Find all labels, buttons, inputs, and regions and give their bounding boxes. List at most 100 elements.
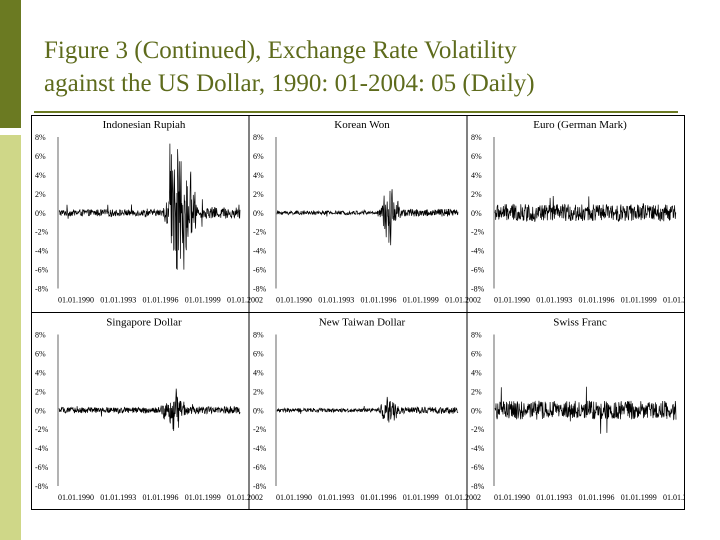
y-tick-label: 4% [471, 368, 482, 377]
y-tick-label: 0% [35, 406, 46, 415]
chart-title: Korean Won [334, 119, 390, 131]
x-tick-label: 01.01.1999 [403, 493, 439, 502]
y-tick-label: 0% [471, 209, 482, 218]
x-tick-label: 01.01.1993 [318, 493, 354, 502]
x-tick-label: 01.01.1996 [143, 296, 179, 305]
x-tick-label: 01.01.1999 [621, 296, 657, 305]
volatility-series-line [276, 189, 459, 246]
chart-panel-grid: Indonesian Rupiah 8% 6% 4% 2% 0% -2% -4% -6% -8% 0… [31, 115, 699, 510]
x-tick-label: 01.01.1999 [403, 296, 439, 305]
y-tick-label: -8% [253, 285, 267, 294]
x-tick-label: 01.01.1996 [143, 493, 179, 502]
y-tick-label: -4% [471, 444, 485, 453]
volatility-series-line [276, 396, 459, 423]
y-tick-label: 2% [471, 190, 482, 199]
y-tick-label: 8% [35, 133, 46, 142]
x-tick-label: 01.01.2002 [227, 296, 263, 305]
y-tick-label: -4% [253, 444, 267, 453]
y-tick-label: -6% [471, 266, 485, 275]
x-tick-label: 01.01.1999 [185, 296, 221, 305]
y-tick-label: -2% [471, 228, 485, 237]
y-tick-label: 2% [253, 387, 264, 396]
y-tick-label: -2% [35, 228, 49, 237]
x-tick-label: 01.01.2002 [227, 493, 263, 502]
y-tick-label: 6% [35, 349, 46, 358]
chart-panel: Singapore Dollar 8% 6% 4% 2% 0% -2% -4% -6% -8% 01… [35, 317, 263, 503]
y-tick-label: 2% [253, 190, 264, 199]
x-tick-label: 01.01.1996 [579, 296, 615, 305]
y-tick-label: -6% [35, 463, 49, 472]
x-tick-label: 01.01.1993 [100, 296, 136, 305]
title-underline [34, 111, 678, 113]
x-tick-label: 01.01.1999 [185, 493, 221, 502]
chart-panel: Indonesian Rupiah 8% 6% 4% 2% 0% -2% -4% -6% -8% 0… [35, 119, 263, 305]
y-tick-label: 6% [471, 152, 482, 161]
y-tick-label: -8% [471, 482, 485, 491]
accent-bar-marker [0, 128, 21, 135]
x-tick-label: 01.01.2002 [445, 296, 481, 305]
x-tick-label: 01.01.1990 [58, 493, 94, 502]
y-tick-label: 0% [35, 209, 46, 218]
x-tick-label: 01.01.1990 [494, 296, 530, 305]
y-tick-label: 2% [35, 190, 46, 199]
y-tick-label: 2% [35, 387, 46, 396]
chart-title: Singapore Dollar [106, 317, 182, 329]
x-tick-label: 01.01.1990 [494, 493, 530, 502]
x-tick-label: 01.01.1993 [536, 493, 572, 502]
y-tick-label: -6% [35, 266, 49, 275]
y-tick-label: -4% [471, 247, 485, 256]
y-tick-label: -4% [35, 444, 49, 453]
y-tick-label: -8% [471, 285, 485, 294]
x-tick-label: 01.01.2002 [663, 296, 685, 305]
x-tick-label: 01.01.2002 [445, 493, 481, 502]
y-tick-label: 4% [35, 368, 46, 377]
volatility-series-line [494, 195, 677, 223]
y-tick-label: -2% [253, 228, 267, 237]
y-tick-label: -8% [35, 285, 49, 294]
x-tick-label: 01.01.1993 [318, 296, 354, 305]
y-tick-label: -4% [253, 247, 267, 256]
y-tick-label: 4% [253, 368, 264, 377]
x-tick-label: 01.01.2002 [663, 493, 685, 502]
chart-panel: Swiss Franc 8% 6% 4% 2% 0% -2% -4% -6% -8% 01.01.1… [471, 317, 699, 503]
chart-panel: Korean Won 8% 6% 4% 2% 0% -2% -4% -6% -8% 01.01.19… [253, 119, 481, 305]
slide-title-line-1: Figure 3 (Continued), Exchange Rate Vola… [44, 37, 517, 64]
y-tick-label: 0% [471, 406, 482, 415]
chart-title: Swiss Franc [553, 317, 607, 329]
y-tick-label: 4% [253, 171, 264, 180]
chart-title: Euro (German Mark) [533, 119, 627, 131]
chart-grid-svg: Indonesian Rupiah 8% 6% 4% 2% 0% -2% -4% -6% -8% 0… [31, 115, 699, 510]
y-tick-label: 0% [253, 209, 264, 218]
y-tick-label: 8% [471, 331, 482, 340]
x-tick-label: 01.01.1990 [276, 296, 312, 305]
y-tick-label: 8% [471, 133, 482, 142]
y-tick-label: 8% [253, 331, 264, 340]
chart-title: New Taiwan Dollar [319, 317, 406, 329]
y-tick-label: 8% [35, 331, 46, 340]
accent-bar-top [0, 0, 21, 135]
x-tick-label: 01.01.1996 [361, 493, 397, 502]
y-tick-label: 4% [35, 171, 46, 180]
slide-title: Figure 3 (Continued), Exchange Rate Vola… [44, 34, 704, 100]
y-tick-label: -8% [253, 482, 267, 491]
x-tick-label: 01.01.1990 [276, 493, 312, 502]
y-tick-label: 8% [253, 133, 264, 142]
y-tick-label: 6% [35, 152, 46, 161]
x-tick-label: 01.01.1999 [621, 493, 657, 502]
volatility-series-line [58, 388, 241, 432]
volatility-series-line [494, 386, 677, 434]
y-tick-label: 6% [253, 152, 264, 161]
x-tick-label: 01.01.1996 [361, 296, 397, 305]
y-tick-label: -2% [35, 425, 49, 434]
y-tick-label: -6% [253, 463, 267, 472]
y-tick-label: 4% [471, 171, 482, 180]
x-tick-label: 01.01.1996 [579, 493, 615, 502]
chart-title: Indonesian Rupiah [103, 119, 186, 131]
y-tick-label: -2% [253, 425, 267, 434]
y-tick-label: -6% [471, 463, 485, 472]
volatility-series-line [58, 143, 241, 270]
slide-title-line-2: against the US Dollar, 1990: 01-2004: 05… [44, 70, 535, 97]
x-tick-label: 01.01.1990 [58, 296, 94, 305]
x-tick-label: 01.01.1993 [536, 296, 572, 305]
y-tick-label: 0% [253, 406, 264, 415]
